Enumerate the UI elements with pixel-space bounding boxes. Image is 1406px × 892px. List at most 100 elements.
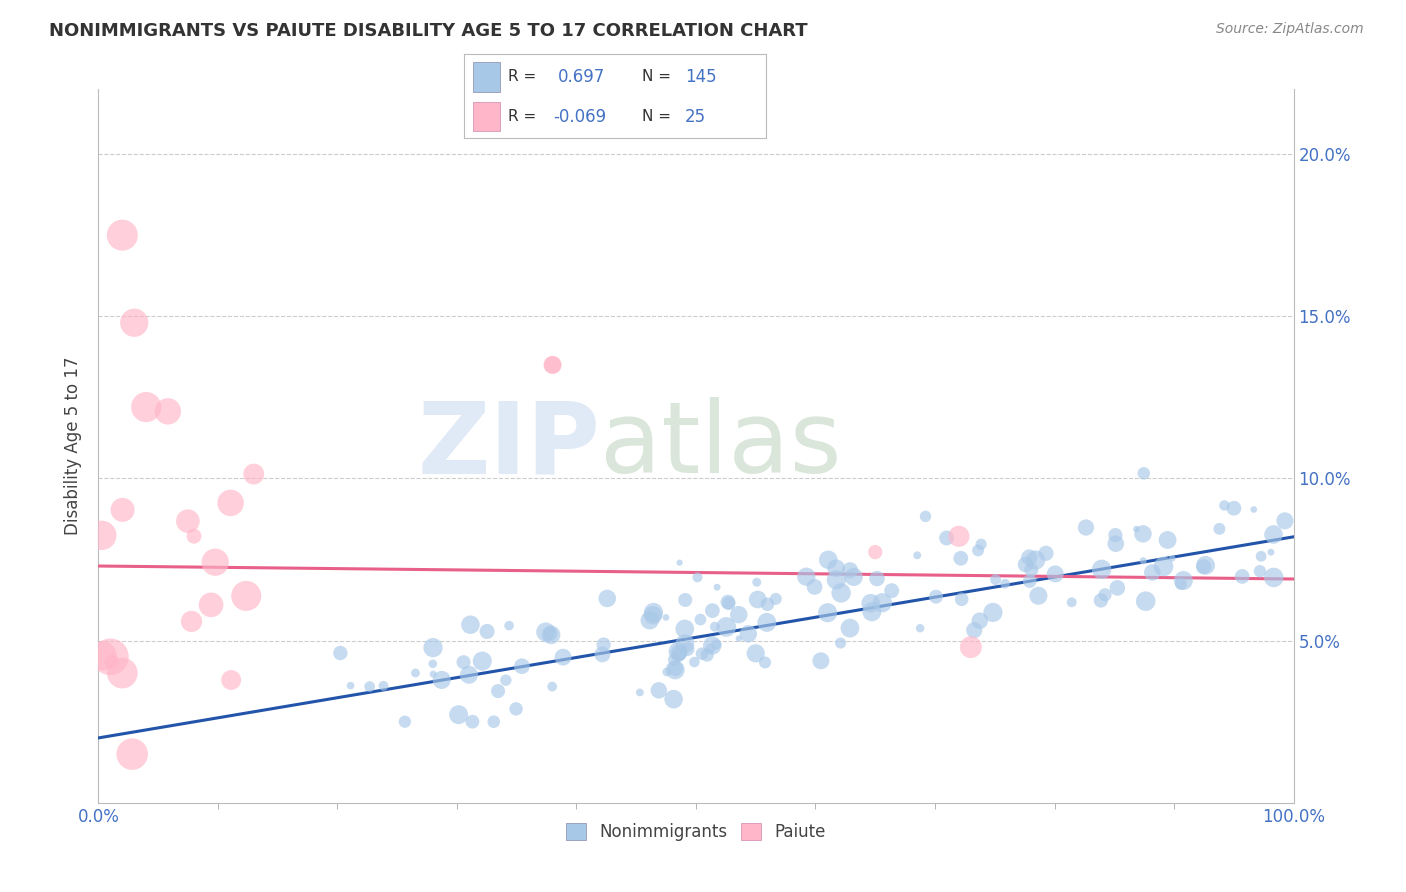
Point: [908, 621, 931, 635]
Point: [219, 673, 242, 687]
Point: [471, 654, 494, 668]
Point: [981, 606, 1004, 620]
Point: [359, 680, 381, 694]
Point: [655, 610, 678, 624]
Point: [1249, 564, 1271, 578]
Point: [817, 553, 839, 567]
Point: [1014, 558, 1036, 572]
Point: [538, 626, 561, 640]
Text: -0.069: -0.069: [553, 108, 606, 126]
Text: atlas: atlas: [600, 398, 842, 494]
Point: [1250, 549, 1272, 564]
Point: [690, 647, 713, 661]
Point: [830, 636, 852, 650]
Point: [453, 655, 475, 669]
Point: [702, 639, 724, 653]
Point: [676, 642, 699, 657]
Point: [1028, 589, 1050, 603]
Text: 25: 25: [685, 108, 706, 126]
Text: ZIP: ZIP: [418, 398, 600, 494]
Point: [754, 656, 776, 670]
Point: [755, 615, 778, 630]
Point: [405, 665, 427, 680]
Point: [1018, 574, 1040, 588]
Point: [842, 570, 865, 584]
Point: [745, 575, 768, 590]
Point: [591, 648, 613, 662]
Point: [1263, 570, 1285, 584]
Point: [541, 358, 564, 372]
Point: [534, 625, 557, 640]
Point: [90, 528, 112, 542]
Point: [111, 228, 134, 243]
Point: [1094, 588, 1116, 602]
Point: [703, 620, 725, 634]
Point: [794, 569, 817, 583]
Point: [905, 549, 928, 563]
Point: [235, 589, 257, 603]
Point: [219, 496, 242, 510]
Point: [200, 598, 222, 612]
Point: [628, 685, 651, 699]
Point: [460, 617, 482, 632]
Text: N =: N =: [643, 70, 671, 85]
Text: 0.697: 0.697: [558, 68, 605, 86]
Point: [339, 679, 361, 693]
Y-axis label: Disability Age 5 to 17: Disability Age 5 to 17: [65, 357, 83, 535]
Bar: [472, 102, 501, 131]
Point: [1091, 562, 1114, 576]
Point: [1161, 551, 1184, 566]
Point: [1173, 574, 1195, 588]
Point: [737, 627, 759, 641]
Point: [668, 648, 690, 662]
Point: [1213, 499, 1236, 513]
Point: [1025, 553, 1047, 567]
Point: [1105, 537, 1128, 551]
Point: [458, 668, 481, 682]
Point: [702, 604, 724, 618]
Point: [111, 503, 134, 517]
Point: [668, 646, 690, 660]
Point: [970, 537, 993, 551]
Point: [866, 572, 889, 586]
Point: [984, 573, 1007, 587]
Point: [765, 591, 787, 606]
Point: [706, 637, 728, 651]
Point: [329, 646, 352, 660]
Point: [1107, 581, 1129, 595]
Point: [825, 561, 848, 575]
Point: [183, 529, 205, 543]
Point: [673, 622, 696, 636]
Point: [177, 514, 200, 528]
Point: [717, 596, 740, 610]
Text: R =: R =: [508, 109, 536, 124]
Point: [482, 714, 505, 729]
Point: [638, 613, 661, 627]
Point: [664, 663, 686, 677]
Point: [914, 509, 936, 524]
Point: [1132, 554, 1154, 568]
Point: [664, 662, 686, 676]
Point: [1192, 559, 1215, 574]
Point: [1223, 501, 1246, 516]
Point: [541, 680, 564, 694]
Point: [124, 316, 146, 330]
Point: [510, 659, 533, 673]
Point: [1243, 502, 1265, 516]
Point: [747, 592, 769, 607]
Point: [825, 573, 848, 587]
Point: [666, 644, 689, 658]
Point: [1060, 595, 1083, 609]
Point: [810, 654, 832, 668]
Point: [1074, 520, 1097, 534]
Point: [830, 586, 852, 600]
Point: [204, 555, 226, 569]
Point: [540, 628, 562, 642]
Point: [551, 650, 574, 665]
Point: [668, 556, 690, 570]
Point: [1090, 593, 1112, 607]
Point: [1132, 526, 1154, 541]
Point: [994, 576, 1017, 591]
Point: [803, 580, 825, 594]
Point: [447, 707, 470, 722]
